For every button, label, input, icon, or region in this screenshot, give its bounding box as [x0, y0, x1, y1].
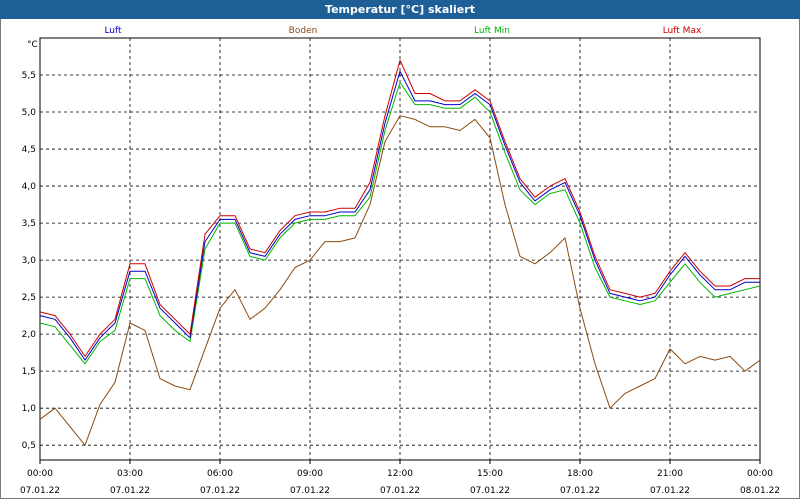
x-tick-date-label: 07.01.22	[200, 486, 240, 496]
y-axis-label: °C	[27, 40, 38, 50]
chart-title: Temperatur [°C] skaliert	[0, 0, 800, 19]
x-tick-date-label: 07.01.22	[380, 486, 420, 496]
legend-entry-luft: Luft	[104, 26, 122, 36]
x-tick-date-label: 07.01.22	[290, 486, 330, 496]
y-tick-label: 2,5	[22, 293, 36, 303]
y-tick-label: 5,0	[22, 108, 37, 118]
y-tick-label: 4,5	[22, 145, 36, 155]
x-tick-time-label: 00:00	[747, 469, 773, 479]
x-tick-time-label: 09:00	[297, 469, 323, 479]
x-tick-date-label: 07.01.22	[20, 486, 60, 496]
series-line-luft-min	[39, 81, 761, 365]
x-tick-time-label: 21:00	[657, 469, 683, 479]
y-tick-label: 5,5	[22, 71, 36, 81]
legend-entry-boden: Boden	[289, 26, 318, 36]
x-tick-time-label: 15:00	[477, 469, 503, 479]
x-tick-time-label: 03:00	[117, 469, 143, 479]
x-tick-time-label: 06:00	[207, 469, 233, 479]
y-tick-label: 0,5	[22, 441, 36, 451]
y-tick-label: 1,5	[22, 367, 36, 377]
x-tick-date-label: 07.01.22	[560, 486, 600, 496]
y-tick-label: 3,5	[22, 219, 36, 229]
y-tick-label: 3,0	[22, 256, 37, 266]
y-tick-label: 1,0	[22, 404, 37, 414]
x-tick-time-label: 12:00	[387, 469, 413, 479]
x-tick-time-label: 18:00	[567, 469, 593, 479]
series-line-boden	[39, 115, 761, 446]
series-line-luft-max	[39, 59, 760, 357]
y-tick-label: 4,0	[22, 182, 37, 192]
x-tick-date-label: 08.01.22	[740, 486, 780, 496]
legend-entry-luft-max: Luft Max	[663, 26, 702, 36]
x-tick-date-label: 07.01.22	[470, 486, 510, 496]
x-tick-date-label: 07.01.22	[650, 486, 690, 496]
x-tick-time-label: 00:00	[27, 469, 53, 479]
x-tick-date-label: 07.01.22	[110, 486, 150, 496]
legend-entry-luft-min: Luft Min	[474, 26, 510, 36]
y-tick-label: 2,0	[22, 330, 37, 340]
series-line-luft	[39, 70, 760, 361]
